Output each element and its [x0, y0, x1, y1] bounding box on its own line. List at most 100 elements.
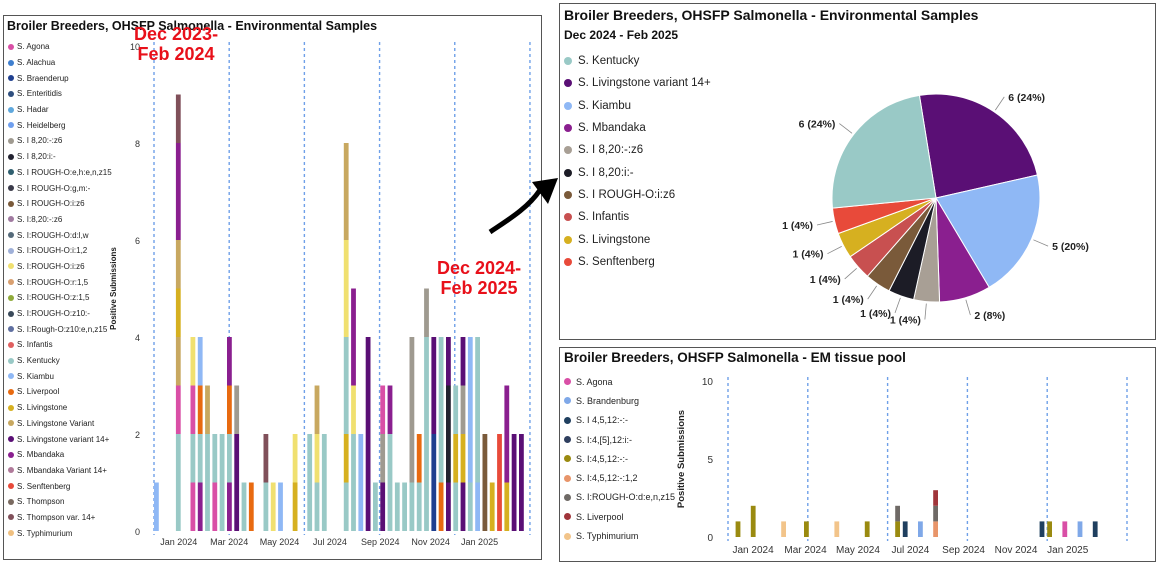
legend-item[interactable]: S. Livingstone [564, 228, 711, 250]
bar-segment [175, 434, 181, 531]
legend-label: S. I 8,20:-:z6 [17, 136, 63, 146]
legend-item[interactable]: S. Infantis [8, 337, 112, 353]
legend-swatch [564, 79, 572, 88]
bar-segment [438, 337, 444, 434]
annotation-line: Dec 2024- [437, 258, 522, 278]
legend-item[interactable]: S. I:ROUGH-O:i:1,2 [8, 243, 112, 259]
legend-item[interactable]: S. Thompson [8, 494, 112, 510]
legend-item[interactable]: S. I:ROUGH-O:d:e,n,z15 [564, 488, 675, 507]
legend-item[interactable]: S. I:ROUGH-O:i:z6 [8, 259, 112, 275]
legend-item[interactable]: S. Heidelberg [8, 117, 112, 133]
legend-item[interactable]: S. I:ROUGH-O:r:1,5 [8, 274, 112, 290]
bar-segment [263, 434, 269, 483]
legend-item[interactable]: S. Infantis [564, 206, 711, 228]
legend-label: S. I:Rough-O:z10:e,n,z15 [17, 324, 108, 334]
legend-swatch [8, 169, 14, 176]
legend-item[interactable]: S. Agona [564, 372, 675, 391]
bar-segment [205, 434, 210, 531]
legend-item[interactable]: S. Mbandaka [564, 117, 711, 139]
legend-item[interactable]: S. Braenderup [8, 70, 112, 86]
legend-item[interactable]: S. Typhimurium [564, 526, 675, 545]
legend-swatch [564, 124, 572, 133]
bar-segment [190, 337, 196, 386]
legend-item[interactable]: S. I:8,20:-:z6 [8, 212, 112, 228]
legend-item[interactable]: S. Liverpool [8, 384, 112, 400]
legend-label: S. I:4,[5],12:i:- [576, 434, 633, 445]
legend-item[interactable]: S. Alachua [8, 55, 112, 71]
pie-panel-title: Broiler Breeders, OHSFP Salmonella - Env… [564, 7, 979, 23]
environmental-samples-panel: Broiler Breeders, OHSFP Salmonella - Env… [3, 15, 542, 560]
bar-segment [263, 482, 269, 531]
legend-item[interactable]: S. I:4,5,12:-:1,2 [564, 468, 675, 487]
legend-item[interactable]: S. I:ROUGH-O:d:l,w [8, 227, 112, 243]
bar-segment [219, 434, 225, 531]
legend-item[interactable]: S. Liverpool [564, 507, 675, 526]
legend-item[interactable]: S. Senftenberg [8, 478, 112, 494]
legend-item[interactable]: S. I:ROUGH-O:z:1,5 [8, 290, 112, 306]
bar-segment [431, 385, 437, 434]
legend-item[interactable]: S. I 8,20:i:- [564, 161, 711, 183]
legend-swatch [564, 436, 571, 444]
legend-item[interactable]: S. I ROUGH-O:i:z6 [8, 196, 112, 212]
bar-segment [270, 482, 276, 531]
legend-item[interactable]: S. Hadar [8, 102, 112, 118]
legend-swatch [564, 378, 571, 386]
legend-item[interactable]: S. Livingstone variant 14+ [564, 72, 711, 94]
legend-item[interactable]: S. I:4,5,12:-:- [564, 449, 675, 468]
label-leader-line [844, 268, 857, 280]
bar-segment [431, 337, 437, 386]
bar-segment [1039, 521, 1045, 537]
legend-swatch [8, 436, 14, 443]
legend-item[interactable]: S. Enteritidis [8, 86, 112, 102]
legend-label: S. Thompson [17, 497, 65, 507]
bar-segment [409, 482, 415, 531]
legend-swatch [8, 514, 14, 521]
bar-segment [453, 434, 459, 483]
legend-item[interactable]: S. I 8,20:i:- [8, 149, 112, 165]
label-leader-line [965, 299, 971, 316]
legend-item[interactable]: S. I 8,20:-:z6 [8, 133, 112, 149]
legend-item[interactable]: S. Typhimurium [8, 525, 112, 541]
slice-label: 1 (4%) [810, 274, 841, 286]
legend-item[interactable]: S. Livingstone [8, 400, 112, 416]
legend-item[interactable]: S. I ROUGH-O:g,m:- [8, 180, 112, 196]
legend-item[interactable]: S. I 4,5,12:-:- [564, 411, 675, 430]
legend-swatch [8, 341, 14, 348]
legend-item[interactable]: S. Kiambu [8, 368, 112, 384]
tissue-panel-title: Broiler Breeders, OHSFP Salmonella - EM … [564, 350, 906, 365]
legend-item[interactable]: S. Kentucky [564, 50, 711, 72]
legend-label: S. Livingstone [17, 403, 68, 413]
x-tick-label: Nov 2024 [995, 545, 1038, 556]
legend-item[interactable]: S. Agona [8, 39, 112, 55]
legend-item[interactable]: S. Livingstone variant 14+ [8, 431, 112, 447]
legend-item[interactable]: S. I 8,20:-:z6 [564, 139, 711, 161]
legend-item[interactable]: S. Brandenburg [564, 391, 675, 410]
legend-item[interactable]: S. Kentucky [8, 353, 112, 369]
legend-label: S. I:4,5,12:-:1,2 [576, 473, 638, 484]
legend-item[interactable]: S. Livingstone Variant [8, 416, 112, 432]
bar-segment [314, 434, 320, 483]
legend-swatch [8, 451, 14, 458]
legend-item[interactable]: S. I:Rough-O:z10:e,n,z15 [8, 321, 112, 337]
bar-segment [467, 337, 473, 483]
legend-item[interactable]: S. Senftenberg [564, 251, 711, 273]
legend-item[interactable]: S. Thompson var. 14+ [8, 510, 112, 526]
legend-item[interactable]: S. Mbandaka Variant 14+ [8, 463, 112, 479]
bar-segment [380, 482, 386, 531]
legend-item[interactable]: S. I ROUGH-O:e,h:e,n,z15 [8, 165, 112, 181]
legend-item[interactable]: S. Kiambu [564, 95, 711, 117]
legend-label: S. Mbandaka [17, 450, 65, 460]
label-leader-line [1033, 239, 1049, 247]
bar-segment [475, 337, 480, 483]
legend-item[interactable]: S. Mbandaka [8, 447, 112, 463]
legend-swatch [8, 310, 14, 317]
slice-label: 1 (4%) [833, 294, 864, 306]
bar-segment [933, 490, 938, 506]
bar-segment [175, 240, 181, 289]
legend-item[interactable]: S. I ROUGH-O:i:z6 [564, 184, 711, 206]
legend-swatch [8, 185, 14, 192]
legend-item[interactable]: S. I:4,[5],12:i:- [564, 430, 675, 449]
slice-label: 5 (20%) [1052, 241, 1089, 253]
legend-item[interactable]: S. I:ROUGH-O:z10:- [8, 306, 112, 322]
bar-segment [511, 434, 517, 531]
